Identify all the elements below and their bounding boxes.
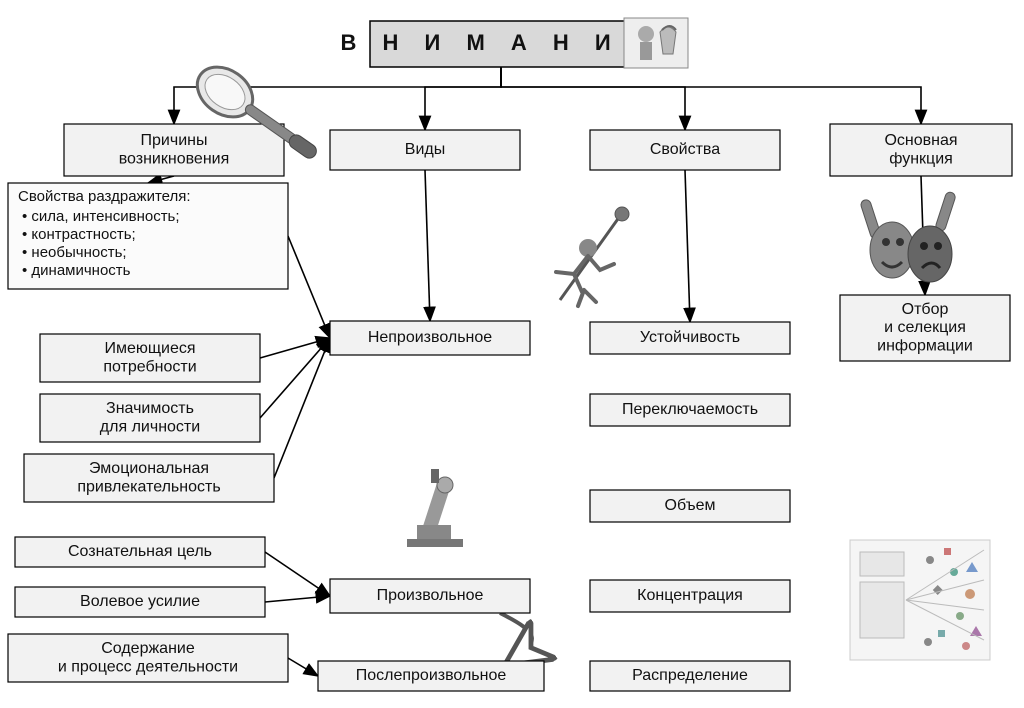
diffusion-icon <box>850 540 990 660</box>
node-p2-label: Переключаемость <box>622 401 758 418</box>
edge <box>288 236 330 338</box>
node-root-label: В Н И М А Н И Е <box>341 30 662 55</box>
climbing-person-icon <box>556 207 629 306</box>
node-p3-label: Объем <box>665 497 716 514</box>
node-c1-bullet-1: • контрастность; <box>22 226 136 243</box>
edge-root-types <box>425 67 501 130</box>
node-f1-label-2: информации <box>877 338 973 355</box>
node-c3-label-1: для личности <box>100 418 200 435</box>
node-c2-label-1: потребности <box>103 358 196 375</box>
edge <box>260 338 330 358</box>
node-c1-bullet-2: • необычность; <box>22 244 127 261</box>
node-causes-label-0: Причины <box>141 132 208 149</box>
node-p1-label: Устойчивость <box>640 329 740 346</box>
node-causes-label-1: возникновения <box>119 150 230 167</box>
edge <box>288 658 318 676</box>
node-t3-label: Послепроизвольное <box>356 667 507 684</box>
node-func-label-0: Основная <box>884 132 957 149</box>
node-c1-bullet-0: • сила, интенсивность; <box>22 208 180 225</box>
node-t2-label: Произвольное <box>377 587 484 604</box>
edge <box>265 596 330 602</box>
edge <box>274 338 330 478</box>
node-c3-label-0: Значимость <box>106 400 194 417</box>
node-props-label: Свойства <box>650 141 720 158</box>
theater-masks-icon <box>860 191 957 282</box>
edge <box>265 552 330 596</box>
edge <box>260 338 330 418</box>
node-f1-label-0: Отбор <box>902 301 949 318</box>
edge-root-props <box>501 67 685 130</box>
bucket-person-icon <box>624 18 688 68</box>
edge-t2-t3-curved <box>500 613 532 661</box>
node-p4-label: Концентрация <box>637 587 743 604</box>
edge <box>685 170 690 322</box>
node-c4-label-0: Эмоциональная <box>89 460 209 477</box>
node-c4-label-1: привлекательность <box>77 478 220 495</box>
edge-root-func <box>501 67 921 124</box>
node-t1-label: Непроизвольное <box>368 329 492 346</box>
edge <box>425 170 430 321</box>
node-c5-label: Сознательная цель <box>68 543 212 560</box>
node-p5-label: Распределение <box>632 667 748 684</box>
edge <box>148 176 174 183</box>
node-c2-label-0: Имеющиеся <box>104 340 195 357</box>
node-c7-label-0: Содержание <box>101 640 195 657</box>
node-types-label: Виды <box>405 141 445 158</box>
node-c7-label-1: и процесс деятельности <box>58 658 238 675</box>
node-c1-bullet-3: • динамичность <box>22 262 131 279</box>
microscope-icon <box>407 469 463 547</box>
node-func-label-1: функция <box>889 150 953 167</box>
node-c6-label: Волевое усилие <box>80 593 200 610</box>
attention-flowchart: В Н И М А Н И Е Причинывозникновения Виды С… <box>0 0 1024 708</box>
node-f1-label-1: и селекция <box>884 319 966 336</box>
node-c1-label: Свойства раздражителя: <box>18 188 191 205</box>
